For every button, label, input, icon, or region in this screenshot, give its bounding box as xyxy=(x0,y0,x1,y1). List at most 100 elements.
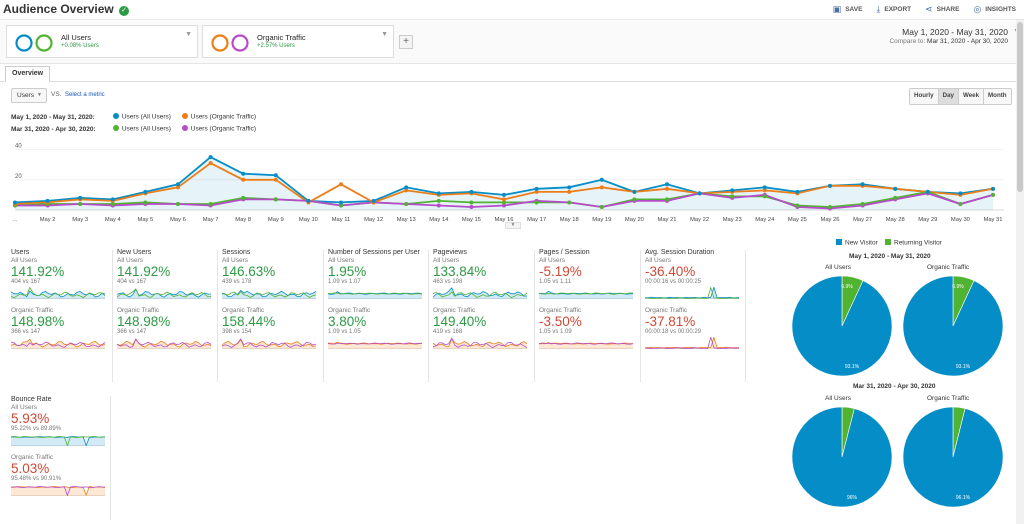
data-point[interactable] xyxy=(306,198,311,203)
data-point[interactable] xyxy=(697,191,702,196)
data-point[interactable] xyxy=(991,192,995,197)
scorecard[interactable]: Avg. Session Duration All Users -36.40% 00:… xyxy=(645,249,749,349)
segment-organic-traffic[interactable]: Organic Traffic +2.57% Users ▼ xyxy=(202,25,394,58)
scorecard[interactable]: Pages / Session All Users -5.19% 1.05 vs 1.… xyxy=(539,249,643,349)
data-point[interactable] xyxy=(208,161,213,166)
scorecard[interactable]: Number of Sessions per User All Users 1.95… xyxy=(328,249,432,349)
data-point[interactable] xyxy=(502,192,506,197)
data-point[interactable] xyxy=(273,197,278,202)
export-button[interactable]: ⤓ EXPORT xyxy=(876,4,911,15)
data-point[interactable] xyxy=(208,155,213,160)
legend-item[interactable]: Users (All Users) xyxy=(112,125,171,133)
data-point[interactable] xyxy=(339,203,343,208)
data-point[interactable] xyxy=(828,183,832,188)
data-point[interactable] xyxy=(469,189,474,194)
data-point[interactable] xyxy=(567,189,572,194)
data-point[interactable] xyxy=(339,182,343,187)
scorecard[interactable]: Pageviews All Users 133.84% 463 vs 198 Organ… xyxy=(433,249,537,349)
pie-slice-new[interactable] xyxy=(791,406,893,508)
data-point[interactable] xyxy=(371,198,376,203)
scorecard[interactable]: Sessions All Users 146.63% 439 vs 178 Organi… xyxy=(222,249,326,349)
data-point[interactable] xyxy=(436,191,441,196)
metric-select[interactable]: Users ▼ xyxy=(11,88,47,103)
data-point[interactable] xyxy=(599,204,604,209)
data-point[interactable] xyxy=(599,177,604,182)
data-point[interactable] xyxy=(78,195,83,200)
chevron-down-icon[interactable]: ▼ xyxy=(381,31,388,38)
insights-button[interactable]: ◎ INSIGHTS xyxy=(973,4,1016,15)
data-point[interactable] xyxy=(567,200,572,205)
data-point[interactable] xyxy=(176,185,180,190)
data-point[interactable] xyxy=(502,200,506,205)
segment-all-users[interactable]: All Users +0.08% Users ▼ xyxy=(6,25,198,58)
data-point[interactable] xyxy=(795,189,800,194)
data-point[interactable] xyxy=(143,200,148,205)
pie-slice-new[interactable] xyxy=(902,406,1004,508)
data-point[interactable] xyxy=(404,188,409,193)
data-point[interactable] xyxy=(893,186,898,191)
data-point[interactable] xyxy=(241,171,246,176)
data-point[interactable] xyxy=(632,197,637,202)
data-point[interactable] xyxy=(534,200,539,205)
chart-resize-handle[interactable]: ▼ xyxy=(505,222,521,229)
pie-slice-new[interactable] xyxy=(902,275,1004,377)
data-point[interactable] xyxy=(502,197,506,202)
data-point[interactable] xyxy=(13,200,17,205)
data-point[interactable] xyxy=(665,197,669,202)
data-point[interactable] xyxy=(404,201,409,206)
scrollbar-thumb[interactable] xyxy=(1017,22,1023,192)
data-point[interactable] xyxy=(795,203,800,208)
data-point[interactable] xyxy=(991,186,995,191)
scorecard[interactable]: Bounce Rate All Users 5.93% 95.22% vs 89.89… xyxy=(11,396,115,496)
data-point[interactable] xyxy=(860,182,865,187)
data-point[interactable] xyxy=(730,194,735,199)
data-point[interactable] xyxy=(534,186,539,191)
data-point[interactable] xyxy=(762,185,767,190)
data-point[interactable] xyxy=(273,177,278,182)
data-point[interactable] xyxy=(665,186,669,191)
data-point[interactable] xyxy=(958,201,963,206)
data-point[interactable] xyxy=(730,188,735,193)
data-point[interactable] xyxy=(78,201,83,206)
pie-slice-new[interactable] xyxy=(791,275,893,377)
legend-item[interactable]: Users (Organic Traffic) xyxy=(181,125,256,133)
scorecard[interactable]: Users All Users 141.92% 404 vs 167 Organic T… xyxy=(11,249,115,349)
data-point[interactable] xyxy=(762,188,767,193)
data-point[interactable] xyxy=(45,198,50,203)
share-button[interactable]: ⋖ SHARE xyxy=(925,4,959,15)
scrollbar-track[interactable] xyxy=(1016,20,1024,524)
data-point[interactable] xyxy=(469,200,474,205)
data-point[interactable] xyxy=(273,173,278,178)
data-point[interactable] xyxy=(632,189,637,194)
legend-item[interactable]: Users (All Users) xyxy=(112,113,171,121)
data-point[interactable] xyxy=(339,200,343,205)
scorecard[interactable]: New Users All Users 141.92% 404 vs 167 Organ… xyxy=(117,249,221,349)
data-point[interactable] xyxy=(436,203,441,208)
day-button[interactable]: Day xyxy=(938,89,959,104)
data-point[interactable] xyxy=(534,189,539,194)
data-point[interactable] xyxy=(828,204,832,209)
data-point[interactable] xyxy=(925,189,930,194)
data-point[interactable] xyxy=(436,198,441,203)
data-point[interactable] xyxy=(860,201,865,206)
save-button[interactable]: ▣ SAVE xyxy=(833,4,863,15)
data-point[interactable] xyxy=(241,177,246,182)
legend-item[interactable]: Users (Organic Traffic) xyxy=(181,113,256,121)
data-point[interactable] xyxy=(143,189,148,194)
data-point[interactable] xyxy=(176,201,180,206)
month-button[interactable]: Month xyxy=(984,89,1011,104)
data-point[interactable] xyxy=(208,201,213,206)
data-point[interactable] xyxy=(958,191,963,196)
hourly-button[interactable]: Hourly xyxy=(910,89,939,104)
date-range-picker[interactable]: May 1, 2020 - May 31, 2020 Compare to: M… xyxy=(889,27,1020,45)
data-point[interactable] xyxy=(404,185,409,190)
data-point[interactable] xyxy=(599,185,604,190)
data-point[interactable] xyxy=(110,201,115,206)
data-point[interactable] xyxy=(110,197,115,202)
data-point[interactable] xyxy=(893,195,898,200)
data-point[interactable] xyxy=(241,195,246,200)
data-point[interactable] xyxy=(469,204,474,209)
select-metric-link[interactable]: Select a metric xyxy=(65,92,105,98)
data-point[interactable] xyxy=(567,185,572,190)
chevron-down-icon[interactable]: ▼ xyxy=(185,31,192,38)
